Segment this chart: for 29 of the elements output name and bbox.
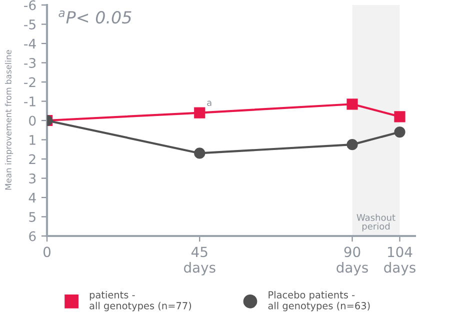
y-tick-label: -1 bbox=[24, 96, 36, 106]
y-tick-label: 6 bbox=[29, 231, 36, 242]
y-tick-label: 0 bbox=[29, 116, 36, 126]
y-tick-label: -4 bbox=[24, 38, 36, 49]
band-label: Washout period bbox=[356, 214, 396, 232]
x-tick-label: 104 days bbox=[384, 246, 416, 276]
point bbox=[194, 107, 206, 118]
y-tick-label: 2 bbox=[29, 154, 36, 164]
y-tick-label: -2 bbox=[24, 77, 36, 88]
point bbox=[194, 148, 206, 159]
point bbox=[394, 126, 406, 138]
annotation: $^{a}$P< 0.05 bbox=[58, 10, 132, 24]
annotation: a bbox=[207, 100, 212, 106]
y-tick-label: 4 bbox=[28, 192, 36, 203]
point bbox=[394, 111, 406, 122]
legend-label: patients - all genotypes (n=77) bbox=[90, 290, 192, 312]
x-tick-label: 0 bbox=[43, 246, 50, 258]
y-tick-label: 5 bbox=[29, 212, 36, 222]
y-axis-title: Mean improvement from baseline bbox=[4, 50, 14, 190]
y-tick-label: 3 bbox=[29, 173, 36, 184]
x-tick-label: 90 days bbox=[336, 246, 368, 276]
y-tick-label: -6 bbox=[24, 0, 36, 10]
x-tick-label: 45 days bbox=[184, 246, 216, 276]
point bbox=[346, 98, 358, 110]
y-tick-label: -3 bbox=[24, 58, 36, 68]
legend-label: Placebo patients - all genotypes (n=63) bbox=[268, 290, 370, 312]
y-tick-label: -5 bbox=[24, 20, 36, 30]
point bbox=[346, 139, 358, 150]
y-tick-label: 1 bbox=[30, 135, 36, 145]
